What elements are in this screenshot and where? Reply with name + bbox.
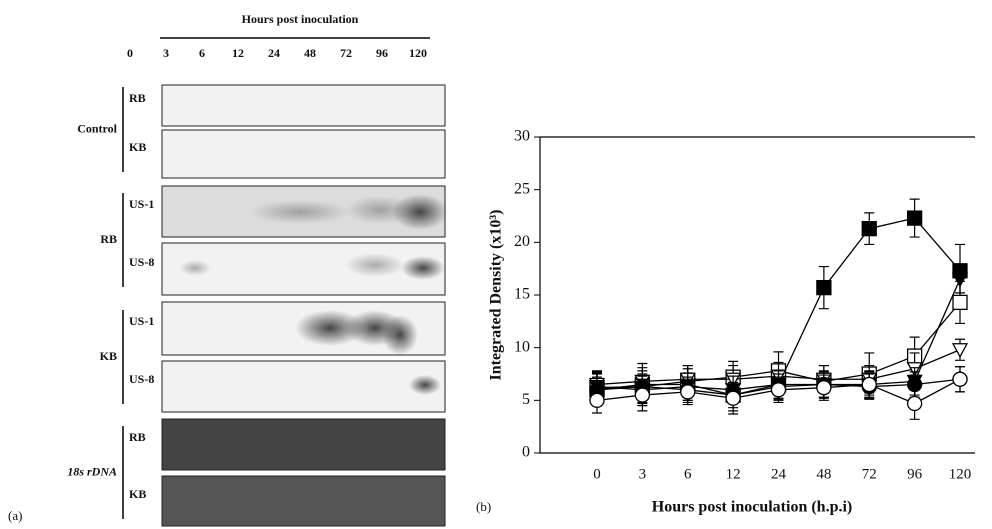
marker xyxy=(951,272,969,288)
y-tick-label: 10 xyxy=(514,338,530,355)
x-tick-label: 0 xyxy=(593,466,601,482)
marker xyxy=(952,294,968,311)
group-label: 18s rDNA xyxy=(67,464,117,478)
panel-label: (b) xyxy=(476,499,491,514)
band xyxy=(250,200,350,224)
row-label: KB xyxy=(129,140,146,154)
x-tick-label: 120 xyxy=(949,466,972,482)
blot-panel: Hours post inoculation (a) xyxy=(8,12,448,527)
marker xyxy=(861,376,877,393)
band xyxy=(295,310,365,346)
y-tick-label: 5 xyxy=(522,391,530,408)
lane-label: 3 xyxy=(163,46,169,60)
band xyxy=(179,260,211,276)
marker xyxy=(634,387,651,403)
lane-label: 96 xyxy=(376,46,388,60)
blot-box xyxy=(161,418,446,471)
lane-label: 120 xyxy=(409,46,427,60)
row-label: RB xyxy=(129,430,146,444)
x-tick-label: 6 xyxy=(684,466,692,482)
row-label: KB xyxy=(129,487,146,501)
group-label: KB xyxy=(100,349,117,363)
lane-label: 6 xyxy=(199,46,205,60)
x-tick-label: 72 xyxy=(862,466,877,482)
y-tick-label: 15 xyxy=(514,286,530,303)
row-label: US-1 xyxy=(129,314,154,328)
marker xyxy=(680,384,696,400)
blot-title: Hours post inoculation xyxy=(242,12,359,26)
band xyxy=(382,315,418,355)
blot-box xyxy=(161,84,446,127)
marker xyxy=(906,395,923,412)
marker xyxy=(906,210,923,226)
group-label: Control xyxy=(77,121,117,135)
y-tick-label: 25 xyxy=(514,180,530,197)
group-label: RB xyxy=(100,232,117,246)
row-label: US-8 xyxy=(129,255,154,269)
y-tick-label: 0 xyxy=(522,444,530,461)
marker xyxy=(951,343,969,359)
blot-box xyxy=(161,475,446,527)
y-tick-label: 20 xyxy=(514,233,530,250)
blot-box xyxy=(161,129,446,179)
marker xyxy=(816,380,832,396)
panel-label: (a) xyxy=(8,508,22,523)
marker xyxy=(952,371,968,387)
y-axis-label: Integrated Density (x10³) xyxy=(488,210,505,381)
marker xyxy=(725,390,741,406)
band xyxy=(401,256,445,280)
blot-box xyxy=(161,360,446,413)
x-tick-label: 24 xyxy=(771,466,787,482)
band xyxy=(345,253,405,277)
x-tick-label: 48 xyxy=(816,466,831,482)
band xyxy=(409,375,441,395)
lane-label: 72 xyxy=(340,46,352,60)
marker xyxy=(816,279,832,296)
row-label: US-8 xyxy=(129,372,154,386)
band xyxy=(345,196,415,224)
lane-label: 0 xyxy=(127,46,133,60)
row-label: US-1 xyxy=(129,197,154,211)
lane-label: 24 xyxy=(268,46,280,60)
lane-label: 12 xyxy=(232,46,244,60)
lane-label: 48 xyxy=(304,46,316,60)
x-tick-label: 3 xyxy=(639,466,647,482)
x-axis-label: Hours post inoculation (h.p.i) xyxy=(652,499,852,516)
marker xyxy=(770,382,787,398)
y-tick-label: 30 xyxy=(514,128,530,145)
marker xyxy=(589,392,605,408)
chart-panel: (b) Hours post inoculation (h.p.i) Integ… xyxy=(476,136,975,516)
marker xyxy=(861,220,877,237)
x-tick-label: 96 xyxy=(907,466,923,482)
row-label: RB xyxy=(129,91,146,105)
x-tick-label: 12 xyxy=(726,466,741,482)
